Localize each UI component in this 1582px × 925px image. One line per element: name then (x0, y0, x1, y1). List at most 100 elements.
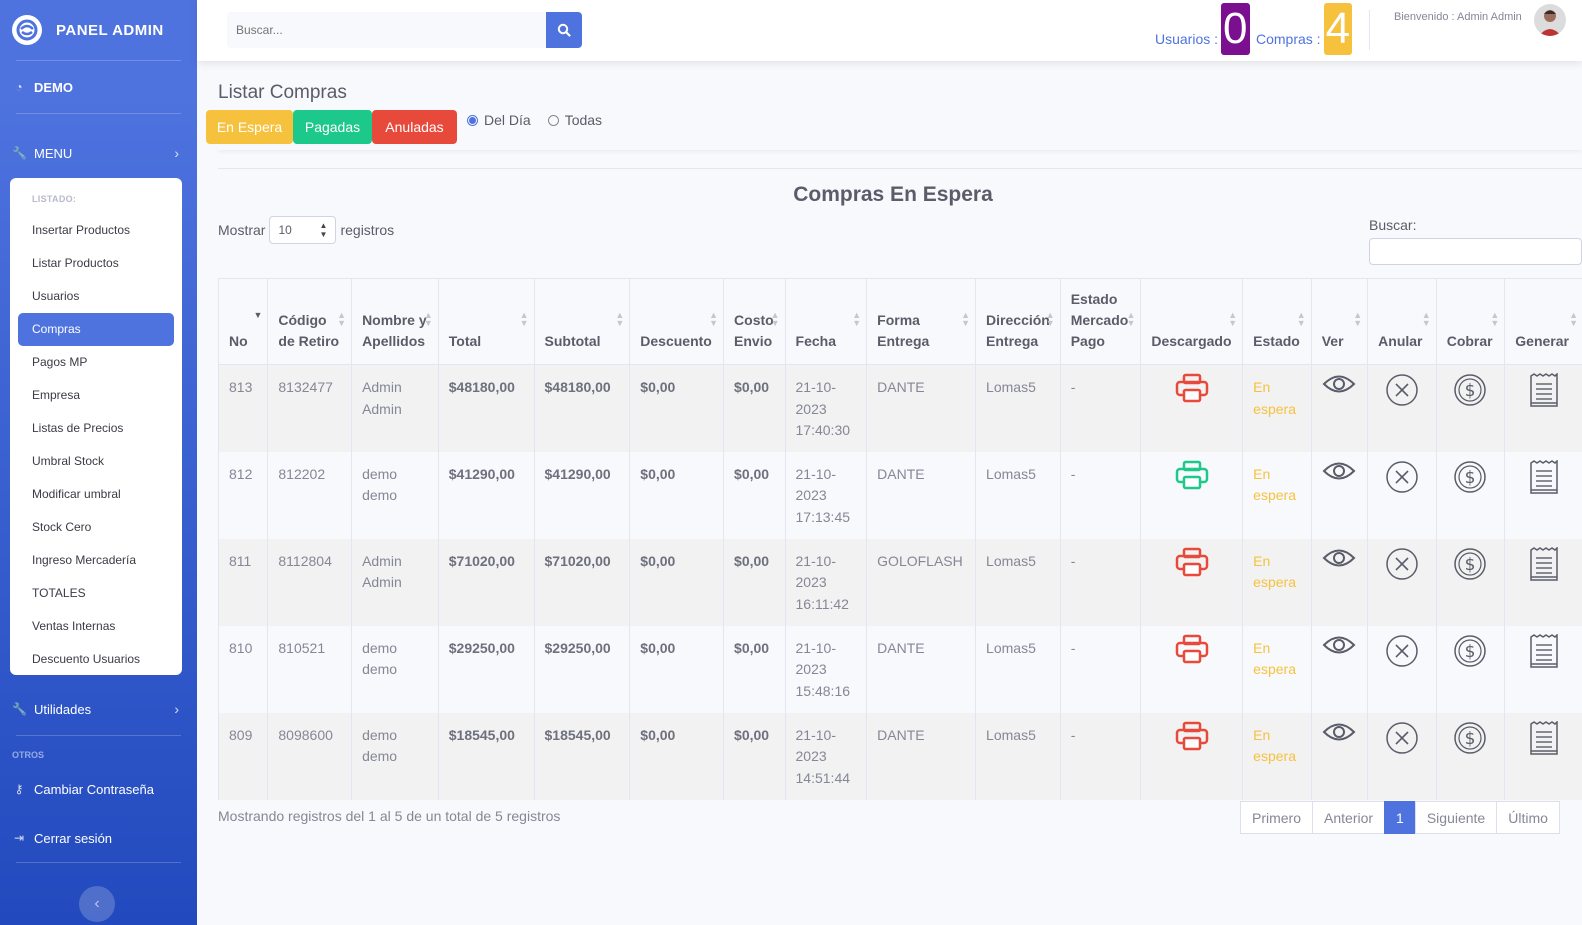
sidebar-item-listas-de-precios[interactable]: Listas de Precios (32, 421, 124, 435)
dollar-circle-icon[interactable]: $ (1453, 374, 1487, 410)
print-icon[interactable] (1175, 373, 1209, 406)
print-icon[interactable] (1175, 460, 1209, 493)
column-header-estado-mercado-pago[interactable]: Estado Mercado Pago ▲ ▼ (1059, 278, 1142, 365)
search-input[interactable] (227, 12, 547, 48)
chevron-right-icon: › (174, 701, 179, 717)
dollar-circle-icon[interactable]: $ (1453, 460, 1487, 497)
receipt-icon[interactable] (1528, 632, 1560, 671)
key-icon: ⚷ (14, 782, 24, 796)
search-icon (557, 23, 571, 37)
sidebar-item-insertar-productos[interactable]: Insertar Productos (32, 223, 131, 237)
cell-mp: - (1059, 364, 1142, 452)
search-button[interactable] (546, 12, 582, 48)
column-header-anular[interactable]: Anular ▲ ▼ (1367, 278, 1437, 365)
sidebar-item-empresa[interactable]: Empresa (32, 388, 81, 402)
eye-icon[interactable] (1322, 549, 1356, 572)
cancel-circle-icon[interactable] (1385, 634, 1419, 671)
dollar-circle-icon[interactable]: $ (1453, 547, 1487, 584)
nav-menu[interactable]: 🔧 MENU › (0, 128, 197, 178)
cancel-circle-icon[interactable] (1385, 721, 1419, 758)
eye-icon[interactable] (1322, 636, 1356, 659)
sidebar-item-stock-cero[interactable]: Stock Cero (32, 520, 92, 534)
sidebar-item-pagos-mp[interactable]: Pagos MP (32, 355, 88, 369)
page-last-button[interactable]: Último (1496, 801, 1560, 834)
eye-icon[interactable] (1322, 723, 1356, 746)
column-header-descargado[interactable]: Descargado ▲ ▼ (1140, 278, 1244, 365)
cancel-circle-icon[interactable] (1385, 374, 1419, 410)
avatar[interactable] (1534, 4, 1566, 36)
brand[interactable]: PANEL ADMIN (0, 0, 197, 60)
receipt-icon[interactable] (1528, 719, 1560, 758)
column-header-label: Total (448, 333, 482, 349)
receipt-icon[interactable] (1528, 545, 1560, 584)
usuarios-counter[interactable]: Usuarios : 0 (1155, 3, 1250, 55)
receipt-icon[interactable] (1528, 372, 1560, 410)
filter-pagadas-button[interactable]: Pagadas (293, 110, 372, 144)
column-header-ver[interactable]: Ver ▲ ▼ (1310, 278, 1369, 365)
filter-anuladas-button[interactable]: Anuladas (372, 110, 457, 144)
page-length-select[interactable]: 10 ▲ ▼ (269, 216, 337, 244)
radio-del-dia-label: Del Día (484, 112, 531, 128)
cancel-circle-icon[interactable] (1385, 460, 1419, 497)
cancel-circle-icon[interactable] (1385, 547, 1419, 584)
print-icon[interactable] (1175, 721, 1209, 754)
sidebar-item-umbral-stock[interactable]: Umbral Stock (32, 454, 105, 468)
eye-icon[interactable] (1322, 462, 1356, 485)
cell-nombre: demo demo (351, 451, 439, 539)
sidebar-item-modificar-umbral[interactable]: Modificar umbral (32, 487, 121, 501)
nav-cambiar-contrasena[interactable]: ⚷ Cambiar Contraseña (0, 764, 197, 814)
column-header-nombre-y-apellidos[interactable]: Nombre y Apellidos ▲ ▼ (351, 278, 439, 365)
compras-count: 4 (1323, 3, 1353, 55)
nav-utilidades[interactable]: 🔧 Utilidades › (0, 684, 197, 734)
receipt-icon[interactable] (1528, 458, 1560, 497)
cell-estado: En espera (1242, 712, 1312, 800)
sidebar-item-compras[interactable]: Compras (18, 313, 174, 346)
column-header-costo-envio[interactable]: Costo Envio ▲ ▼ (723, 278, 786, 365)
cell-cancel-circle (1367, 451, 1437, 539)
nav-cerrar-sesion[interactable]: ⇥ Cerrar sesión (0, 813, 197, 863)
column-header-fecha[interactable]: Fecha ▲ ▼ (784, 278, 868, 365)
cell-direccion: Lomas5 (975, 451, 1061, 539)
cell-envio: $0,00 (723, 712, 786, 800)
sidebar-item-descuento-usuarios[interactable]: Descuento Usuarios (32, 652, 141, 666)
page-next-button[interactable]: Siguiente (1414, 801, 1498, 834)
eye-icon[interactable] (1322, 375, 1356, 398)
page-1-button[interactable]: 1 (1384, 801, 1416, 834)
nav-demo[interactable]: ◔ DEMO (0, 61, 197, 113)
column-header-no[interactable]: No ▼ (217, 278, 269, 365)
sidebar-item-listar-productos[interactable]: Listar Productos (32, 256, 119, 270)
column-header-total[interactable]: Total ▲ ▼ (437, 278, 535, 365)
date-filter: Del Día Todas (467, 112, 602, 128)
column-header-subtotal[interactable]: Subtotal ▲ ▼ (533, 278, 631, 365)
welcome-text[interactable]: Bienvenido : Admin Admin (1394, 11, 1522, 23)
radio-todas[interactable] (547, 114, 559, 126)
dollar-circle-icon[interactable]: $ (1453, 634, 1487, 671)
column-header-estado[interactable]: Estado ▲ ▼ (1242, 278, 1312, 365)
sidebar-item-ventas-internas[interactable]: Ventas Internas (32, 619, 116, 633)
cell-eye (1310, 538, 1369, 626)
compras-counter[interactable]: Compras : 4 (1256, 3, 1353, 55)
sidebar-toggle-button[interactable]: ‹ (79, 886, 115, 922)
column-header-direcci-n-entrega[interactable]: Dirección Entrega ▲ ▼ (975, 278, 1061, 365)
column-header-cobrar[interactable]: Cobrar ▲ ▼ (1435, 278, 1506, 365)
column-header-generar[interactable]: Generar ▲ ▼ (1504, 278, 1582, 365)
table-search-input[interactable] (1369, 238, 1582, 265)
cell-cancel-circle (1367, 538, 1437, 626)
page-first-button[interactable]: Primero (1240, 801, 1314, 834)
cell-subtotal: $71020,00 (533, 538, 631, 626)
sidebar-item-ingreso-mercader-a[interactable]: Ingreso Mercadería (32, 553, 137, 567)
column-header-forma-entrega[interactable]: Forma Entrega ▲ ▼ (866, 278, 977, 365)
dollar-circle-icon[interactable]: $ (1453, 721, 1487, 758)
print-icon[interactable] (1175, 634, 1209, 667)
print-icon[interactable] (1175, 547, 1209, 580)
page-prev-button[interactable]: Anterior (1312, 801, 1386, 834)
sidebar-item-totales[interactable]: TOTALES (32, 586, 86, 600)
column-header-descuento[interactable]: Descuento ▲ ▼ (629, 278, 725, 365)
sidebar-item-usuarios[interactable]: Usuarios (32, 289, 80, 303)
column-header-c-digo-de-retiro[interactable]: Código de Retiro ▲ ▼ (267, 278, 353, 365)
filter-en-espera-button[interactable]: En Espera (206, 110, 293, 144)
cell-estado: En espera (1242, 538, 1312, 626)
radio-del-dia[interactable] (467, 114, 478, 126)
cell-no: 812 (217, 451, 269, 539)
wrench-icon: 🔧 (12, 146, 27, 160)
